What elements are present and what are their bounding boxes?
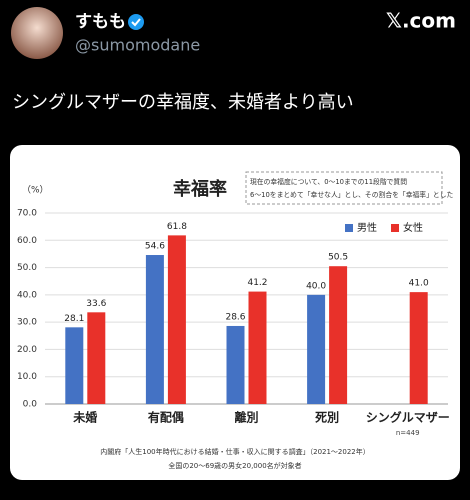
value-label: 50.5	[328, 253, 348, 263]
bar	[248, 291, 267, 404]
value-label: 40.0	[306, 281, 326, 291]
legend-swatch	[345, 224, 353, 232]
user-name[interactable]: すもも	[75, 12, 126, 32]
x-tick-label: シングルマザー	[366, 410, 450, 425]
x-tick-label: 離別	[234, 410, 258, 425]
y-tick-label: 40.0	[17, 290, 37, 300]
bar	[87, 312, 106, 404]
legend-label: 女性	[403, 221, 423, 234]
y-tick-label: 50.0	[17, 263, 37, 273]
note-line: 現在の幸福度について、0～10までの11段階で質問	[250, 177, 407, 186]
y-tick-label: 10.0	[17, 372, 37, 382]
legend-swatch	[391, 224, 399, 232]
verified-badge	[128, 14, 144, 30]
value-label: 41.0	[409, 279, 429, 289]
bar	[145, 255, 164, 404]
y-unit: （%）	[22, 185, 49, 196]
y-tick-label: 20.0	[17, 345, 37, 355]
value-label: 61.8	[167, 222, 187, 232]
category-note: n=449	[396, 429, 420, 437]
post-text: シングルマザーの幸福度、未婚者より高い	[12, 92, 354, 113]
value-label: 28.1	[64, 314, 84, 324]
bar	[65, 327, 84, 404]
bar	[409, 292, 428, 404]
bar	[329, 266, 348, 404]
bar	[226, 325, 245, 404]
y-tick-label: 0.0	[23, 400, 38, 410]
note-line: 6～10をまとめて「幸せな人」とし、その割合を「幸福率」とした	[250, 190, 453, 199]
value-label: 54.6	[145, 242, 165, 252]
source-line: 全国の20～69歳の男女20,000名が対象者	[168, 461, 301, 470]
chart: 幸福率 （%） 現在の幸福度について、0～10までの11段階で質問 6～10をま…	[22, 171, 453, 205]
note-box	[245, 171, 443, 205]
bar	[167, 235, 186, 404]
x-tick-label: 死別	[315, 411, 339, 425]
y-tick-label: 30.0	[17, 318, 37, 328]
y-tick-label: 60.0	[17, 236, 37, 246]
legend-label: 男性	[357, 221, 377, 234]
avatar[interactable]	[11, 7, 63, 59]
y-tick-label: 70.0	[17, 209, 37, 219]
x-tick-label: 未婚	[72, 410, 97, 425]
user-handle[interactable]: @sumomodane	[75, 36, 200, 55]
site-logo: 𝕏.com	[386, 9, 456, 33]
value-label: 33.6	[86, 299, 106, 309]
bar	[307, 294, 326, 404]
value-label: 41.2	[247, 278, 267, 288]
value-label: 28.6	[225, 312, 245, 322]
x-tick-label: 有配偶	[148, 410, 184, 425]
source-line: 内閣府「人生100年時代における結婚・仕事・収入に関する調査」（2021～202…	[100, 447, 370, 456]
chart-title: 幸福率	[173, 178, 227, 200]
